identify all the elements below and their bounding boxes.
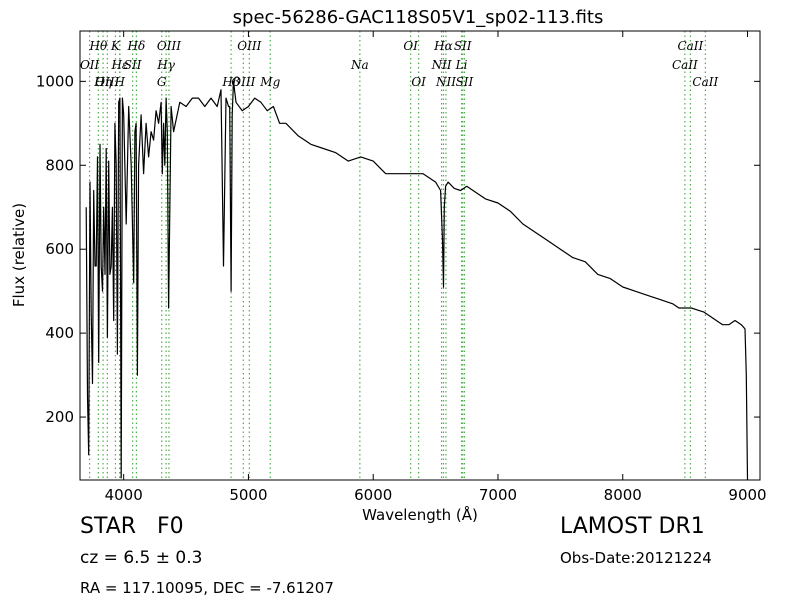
chart-title: spec-56286-GAC118S05V1_sp02-113.fits xyxy=(233,7,604,28)
redshift-text: cz = 6.5 ± 0.3 xyxy=(80,548,203,568)
line-label: OIII xyxy=(237,39,261,53)
line-label: OIII xyxy=(95,75,119,89)
object-subclass: F0 xyxy=(157,514,184,539)
line-label: H xyxy=(113,75,125,89)
object-class-text: STAR xyxy=(80,514,137,539)
x-tick-label: 4000 xyxy=(105,486,143,504)
line-label: OI xyxy=(403,39,418,53)
x-tick-label: 6000 xyxy=(354,486,392,504)
spectrum-line xyxy=(85,80,749,481)
x-axis: 4000 5000 6000 7000 8000 9000 xyxy=(105,31,767,504)
line-label: OI xyxy=(411,75,426,89)
y-axis-label: Flux (relative) xyxy=(10,203,28,307)
line-label: CaII xyxy=(692,75,718,89)
y-tick-label: 200 xyxy=(45,408,74,426)
line-label: K xyxy=(110,39,121,53)
line-label: NII xyxy=(435,75,456,89)
survey-name: LAMOST DR1 xyxy=(560,514,705,539)
plot-frame xyxy=(79,30,761,481)
obs-date: Obs-Date:20121224 xyxy=(560,549,712,567)
line-markers xyxy=(89,31,706,480)
object-class: STAR F0 xyxy=(80,514,184,539)
x-tick-label: 8000 xyxy=(604,486,642,504)
line-label: Hε xyxy=(110,58,128,72)
x-tick-label: 5000 xyxy=(229,486,267,504)
line-label: Hη xyxy=(93,75,112,89)
line-label: G xyxy=(157,75,167,89)
line-label: OIII xyxy=(231,75,255,89)
line-label: CaII xyxy=(677,39,703,53)
line-label: Na xyxy=(350,58,369,72)
line-label: OIII xyxy=(157,39,181,53)
line-label: SII xyxy=(124,58,142,72)
line-label: Li xyxy=(455,58,468,72)
y-tick-label: 400 xyxy=(45,324,74,342)
line-label: NII xyxy=(431,58,452,72)
line-label: Hα xyxy=(433,39,453,53)
line-label: Hθ xyxy=(88,39,107,53)
y-tick-label: 600 xyxy=(45,240,74,258)
line-label: SII xyxy=(456,75,474,89)
line-label: Hδ xyxy=(127,39,146,53)
x-tick-label: 7000 xyxy=(479,486,517,504)
line-label: Hγ xyxy=(156,58,175,72)
line-label: OII xyxy=(80,58,100,72)
line-label: CaII xyxy=(672,58,698,72)
x-axis-label: Wavelength (Å) xyxy=(362,505,478,524)
coordinates: RA = 117.10095, DEC = -7.61207 xyxy=(80,579,334,597)
line-label: Mg xyxy=(259,75,280,89)
x-tick-label: 9000 xyxy=(728,486,766,504)
line-label: Hβ xyxy=(221,75,239,89)
y-tick-label: 1000 xyxy=(36,72,74,90)
y-tick-label: 800 xyxy=(45,156,74,174)
line-label: SII xyxy=(454,39,472,53)
series-group xyxy=(85,80,749,481)
y-axis: 200 400 600 800 1000 xyxy=(36,72,760,426)
